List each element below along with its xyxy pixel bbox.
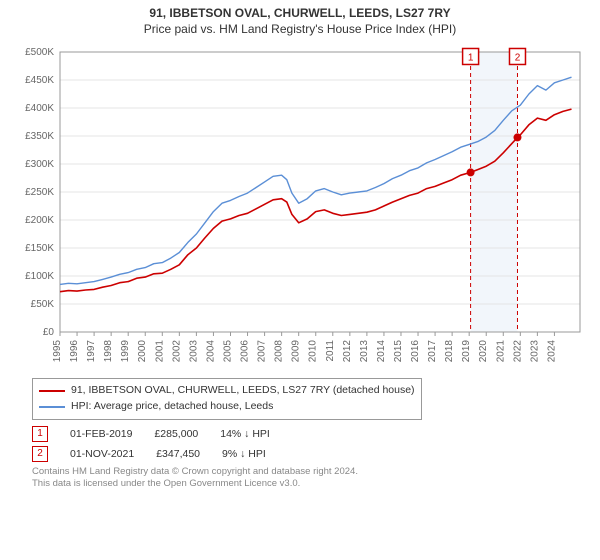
svg-text:£150K: £150K <box>25 243 54 254</box>
credit-line: This data is licensed under the Open Gov… <box>32 478 588 491</box>
svg-text:2016: 2016 <box>410 340 421 363</box>
svg-text:1999: 1999 <box>120 340 131 363</box>
svg-text:2012: 2012 <box>342 340 353 363</box>
svg-text:£450K: £450K <box>25 75 54 86</box>
svg-text:2005: 2005 <box>222 340 233 363</box>
data-delta: 9% ↓ HPI <box>222 448 266 460</box>
svg-text:2006: 2006 <box>240 340 251 363</box>
svg-text:2000: 2000 <box>137 340 148 363</box>
title-sub: Price paid vs. HM Land Registry's House … <box>0 22 600 36</box>
svg-text:2003: 2003 <box>188 340 199 363</box>
chart: £0 £50K £100K £150K £200K £250K £300K £350K £400… <box>12 42 588 372</box>
svg-text:2022: 2022 <box>512 340 523 363</box>
svg-text:2: 2 <box>515 52 521 63</box>
chart-svg: £0 £50K £100K £150K £200K £250K £300K £350K £400… <box>12 42 588 372</box>
svg-text:2002: 2002 <box>171 340 182 363</box>
svg-text:2018: 2018 <box>444 340 455 363</box>
legend: 91, IBBETSON OVAL, CHURWELL, LEEDS, LS27… <box>32 378 422 420</box>
svg-text:£0: £0 <box>43 327 55 338</box>
svg-text:£300K: £300K <box>25 159 54 170</box>
legend-row: HPI: Average price, detached house, Leed… <box>39 399 415 415</box>
svg-text:£100K: £100K <box>25 271 54 282</box>
data-price: £347,450 <box>156 448 200 460</box>
svg-text:2023: 2023 <box>529 340 540 363</box>
credit-line: Contains HM Land Registry data © Crown c… <box>32 466 588 479</box>
data-points: 1 01-FEB-2019 £285,000 14% ↓ HPI 2 01-NO… <box>32 426 588 462</box>
title-main: 91, IBBETSON OVAL, CHURWELL, LEEDS, LS27… <box>0 6 600 20</box>
svg-text:2010: 2010 <box>308 340 319 363</box>
legend-swatch <box>39 390 65 392</box>
svg-text:2021: 2021 <box>495 340 506 363</box>
svg-text:£250K: £250K <box>25 187 54 198</box>
marker-box: 2 <box>32 446 48 462</box>
svg-text:2020: 2020 <box>478 340 489 363</box>
svg-text:£350K: £350K <box>25 131 54 142</box>
legend-swatch <box>39 406 65 408</box>
svg-text:£500K: £500K <box>25 47 54 58</box>
svg-text:1995: 1995 <box>52 340 63 363</box>
data-date: 01-NOV-2021 <box>70 448 134 460</box>
legend-label: HPI: Average price, detached house, Leed… <box>71 399 273 415</box>
legend-label: 91, IBBETSON OVAL, CHURWELL, LEEDS, LS27… <box>71 383 415 399</box>
svg-text:2015: 2015 <box>393 340 404 363</box>
svg-text:2017: 2017 <box>427 340 438 363</box>
svg-text:1996: 1996 <box>69 340 80 363</box>
svg-text:2019: 2019 <box>461 340 472 363</box>
data-delta: 14% ↓ HPI <box>220 428 270 440</box>
credit: Contains HM Land Registry data © Crown c… <box>32 466 588 492</box>
svg-text:£400K: £400K <box>25 103 54 114</box>
svg-text:2004: 2004 <box>205 340 216 363</box>
data-date: 01-FEB-2019 <box>70 428 132 440</box>
svg-text:2024: 2024 <box>546 340 557 363</box>
svg-text:2009: 2009 <box>291 340 302 363</box>
svg-text:2001: 2001 <box>154 340 165 363</box>
svg-text:£50K: £50K <box>31 299 55 310</box>
svg-text:2008: 2008 <box>274 340 285 363</box>
data-row: 1 01-FEB-2019 £285,000 14% ↓ HPI <box>32 426 588 442</box>
data-row: 2 01-NOV-2021 £347,450 9% ↓ HPI <box>32 446 588 462</box>
legend-row: 91, IBBETSON OVAL, CHURWELL, LEEDS, LS27… <box>39 383 415 399</box>
svg-text:1: 1 <box>468 52 474 63</box>
marker-box: 1 <box>32 426 48 442</box>
svg-text:1998: 1998 <box>103 340 114 363</box>
svg-text:1997: 1997 <box>86 340 97 363</box>
svg-text:2013: 2013 <box>359 340 370 363</box>
titles: 91, IBBETSON OVAL, CHURWELL, LEEDS, LS27… <box>0 0 600 36</box>
data-price: £285,000 <box>154 428 198 440</box>
svg-text:£200K: £200K <box>25 215 54 226</box>
page: 91, IBBETSON OVAL, CHURWELL, LEEDS, LS27… <box>0 0 600 560</box>
svg-text:2014: 2014 <box>376 340 387 363</box>
svg-text:2011: 2011 <box>325 340 336 362</box>
svg-text:2007: 2007 <box>257 340 268 363</box>
